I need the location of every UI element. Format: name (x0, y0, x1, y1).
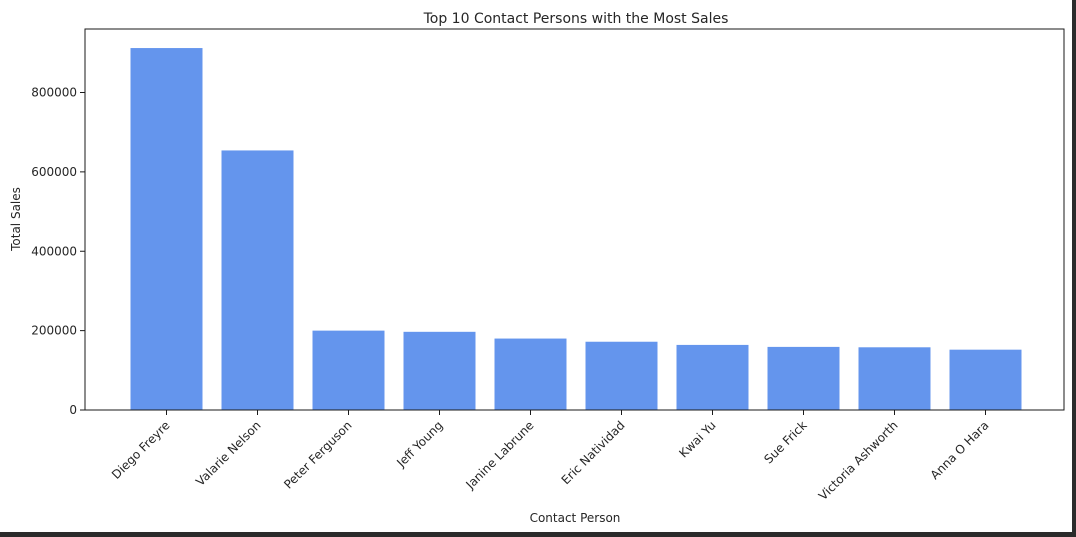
y-axis: 0 200000 400000 600000 800000 (31, 86, 85, 417)
y-tick-label: 400000 (31, 244, 77, 258)
bar-kwai-yu (676, 344, 749, 410)
plot-area-frame (84, 28, 1065, 411)
y-tick-label: 0 (69, 403, 77, 417)
x-tick-label: Sue Frick (761, 418, 809, 466)
bar-jeff-young (403, 331, 476, 410)
bar-diego-freyre (130, 48, 203, 411)
x-tick-label: Victoria Ashworth (816, 418, 901, 503)
x-tick-label: Peter Ferguson (281, 418, 354, 491)
x-tick-label: Eric Natividad (559, 418, 628, 487)
y-tick-label: 800000 (31, 86, 77, 100)
bars-group (130, 48, 1022, 411)
x-tick-label: Valarie Nelson (193, 418, 263, 488)
bar-peter-ferguson (312, 330, 385, 410)
x-tick-label: Janine Labrune (462, 418, 536, 492)
bar-sue-frick (767, 346, 840, 410)
y-tick-label: 200000 (31, 324, 77, 338)
bar-victoria-ashworth (858, 347, 931, 410)
x-tick-label: Anna O Hara (928, 418, 992, 482)
bar-janine-labrune (494, 338, 567, 410)
bar-eric-natividad (585, 341, 658, 410)
x-axis-title: Contact Person (530, 511, 621, 525)
y-axis-title: Total Sales (9, 187, 23, 252)
bar-valarie-nelson (221, 150, 294, 410)
chart-title: Top 10 Contact Persons with the Most Sal… (423, 11, 729, 27)
x-tick-label: Diego Freyre (109, 418, 173, 482)
x-axis: Diego Freyre Valarie Nelson Peter Ferguson… (109, 410, 992, 503)
y-tick-label: 600000 (31, 165, 77, 179)
bar-anna-o-hara (949, 349, 1022, 410)
x-tick-label: Jeff Young (393, 418, 445, 470)
x-tick-label: Kwai Yu (676, 418, 718, 460)
